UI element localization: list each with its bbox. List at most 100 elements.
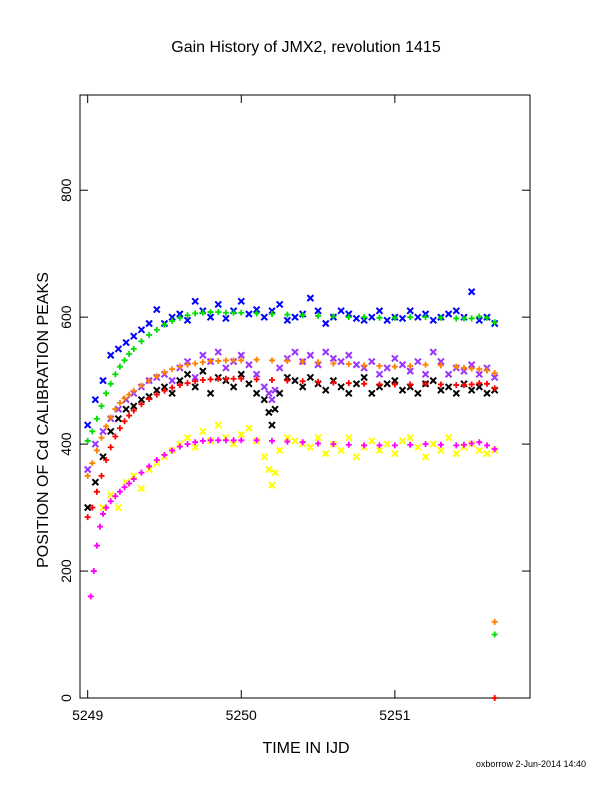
data-point	[437, 446, 445, 455]
data-point	[237, 370, 245, 378]
data-point	[283, 434, 292, 442]
data-point	[268, 395, 276, 404]
data-point	[146, 396, 153, 403]
data-point	[437, 314, 444, 321]
data-point	[437, 386, 445, 394]
data-point	[114, 503, 123, 512]
data-point	[391, 314, 398, 321]
data-point	[475, 383, 484, 391]
data-point	[191, 443, 199, 451]
data-point	[121, 357, 128, 364]
data-point	[260, 453, 269, 461]
data-point	[421, 453, 430, 461]
data-point	[222, 309, 229, 316]
data-point	[176, 443, 183, 450]
data-point	[315, 378, 322, 385]
data-point	[253, 437, 260, 444]
data-point	[468, 365, 475, 372]
data-point	[299, 378, 306, 385]
data-point	[116, 363, 123, 370]
data-point	[306, 373, 315, 382]
data-point	[452, 449, 460, 458]
data-point	[153, 386, 161, 394]
data-point	[121, 418, 128, 425]
data-point	[268, 437, 275, 444]
data-point	[191, 373, 199, 382]
data-point	[137, 326, 146, 334]
data-point	[230, 357, 237, 364]
data-point	[437, 381, 444, 388]
data-point	[383, 380, 391, 388]
data-point	[169, 317, 176, 324]
series-4	[84, 309, 498, 444]
data-point	[315, 359, 322, 366]
data-point	[183, 434, 192, 442]
data-point	[283, 373, 292, 382]
data-point	[284, 438, 291, 445]
data-point	[284, 357, 291, 364]
data-point	[114, 345, 123, 353]
data-point	[422, 314, 429, 321]
data-point	[437, 441, 444, 448]
data-point	[107, 444, 114, 451]
data-point	[130, 387, 137, 394]
y-tick-label: 400	[58, 432, 74, 456]
data-point	[376, 442, 383, 449]
data-point	[103, 423, 110, 430]
data-point	[207, 309, 214, 316]
data-point	[268, 357, 275, 364]
data-point	[214, 348, 222, 356]
series-9	[491, 631, 498, 638]
data-point	[130, 472, 138, 480]
data-point	[268, 421, 276, 429]
data-point	[183, 370, 192, 378]
data-point	[414, 313, 422, 321]
data-point	[130, 476, 137, 483]
data-point	[452, 307, 460, 315]
data-point	[146, 331, 153, 338]
data-point	[103, 456, 110, 463]
data-point	[107, 427, 115, 436]
data-point	[268, 481, 276, 490]
data-point	[192, 439, 199, 446]
data-point	[406, 307, 414, 315]
data-point	[252, 389, 261, 398]
data-point	[322, 386, 330, 394]
data-point	[306, 294, 315, 302]
data-point	[352, 453, 361, 461]
data-point	[406, 367, 414, 375]
data-point	[491, 370, 498, 377]
data-point	[245, 361, 253, 369]
data-point	[229, 383, 238, 391]
data-point	[183, 316, 192, 325]
data-point	[252, 305, 261, 314]
data-point	[453, 363, 460, 370]
data-point	[375, 446, 384, 455]
data-point	[183, 357, 192, 366]
data-point	[215, 357, 222, 364]
data-point	[229, 440, 238, 448]
data-point	[222, 364, 230, 372]
data-point	[114, 415, 123, 423]
data-point	[83, 503, 92, 512]
data-point	[361, 314, 368, 321]
data-point	[206, 313, 215, 321]
data-point	[391, 354, 399, 363]
data-point	[199, 359, 206, 366]
data-point	[306, 443, 315, 451]
data-point	[337, 383, 345, 391]
data-point	[475, 316, 484, 325]
data-point	[345, 380, 352, 387]
data-point	[444, 434, 453, 442]
data-point	[96, 523, 103, 530]
data-point	[330, 441, 337, 448]
data-point	[368, 313, 376, 321]
data-point	[383, 364, 391, 372]
chart-title: Gain History of JMX2, revolution 1415	[171, 39, 441, 56]
data-point	[352, 314, 361, 323]
data-point	[237, 430, 245, 439]
data-point	[491, 618, 498, 625]
data-point	[121, 484, 128, 491]
data-point	[422, 380, 429, 387]
